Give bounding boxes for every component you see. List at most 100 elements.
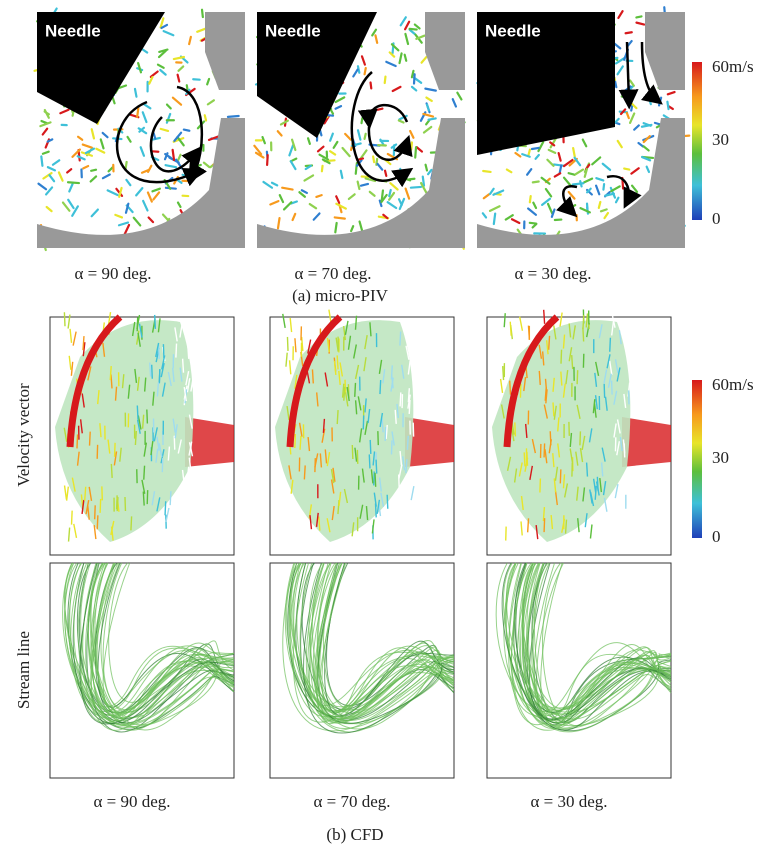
colorbar-tick-label: 0	[712, 209, 721, 228]
vector-streak	[100, 499, 101, 513]
vector-streak	[110, 366, 111, 380]
vector-streak	[95, 505, 96, 519]
velocity-vector	[410, 29, 417, 30]
vector-streak	[144, 466, 145, 480]
vector-streak	[510, 381, 511, 395]
vector-streak	[566, 520, 567, 534]
needle-label: Needle	[265, 21, 321, 40]
vector-streak	[510, 322, 511, 336]
vector-streak	[337, 410, 338, 424]
vector-streak	[544, 310, 545, 324]
velocity-vector	[371, 82, 372, 88]
vector-streak	[191, 352, 192, 366]
vector-streak	[183, 359, 184, 373]
velocity-vector	[530, 223, 536, 224]
row-label: Velocity vector	[14, 383, 33, 487]
piv-panel: Needle	[254, 12, 465, 249]
vector-streak	[300, 436, 301, 450]
cfd-vector-panel	[487, 309, 671, 555]
vector-streak	[143, 492, 144, 506]
velocity-vector	[267, 155, 268, 165]
vector-streak	[159, 369, 160, 383]
vector-streak	[376, 460, 377, 474]
vector-streak	[524, 452, 525, 466]
vector-streak	[355, 383, 356, 397]
piv-panel: Needle	[35, 9, 245, 250]
velocity-vector	[569, 173, 574, 174]
velocity-vector	[412, 71, 414, 77]
vector-streak	[304, 465, 305, 479]
colorbar-tick-label: 60m/s	[712, 375, 754, 394]
needle-label: Needle	[45, 21, 101, 40]
velocity-vector	[554, 164, 564, 165]
velocity-vector	[599, 202, 601, 208]
velocity-vector	[636, 16, 641, 17]
vector-streak	[352, 445, 353, 459]
vector-streak	[580, 431, 581, 445]
vector-streak	[369, 454, 370, 468]
vector-streak	[528, 518, 529, 532]
velocity-vector	[278, 218, 280, 228]
subfigure-caption: (b) CFD	[326, 825, 383, 844]
velocity-vector	[362, 118, 363, 123]
velocity-vector	[335, 223, 336, 232]
velocity-vector	[426, 165, 427, 171]
vector-streak	[323, 419, 324, 433]
velocity-vector	[228, 116, 239, 117]
vector-streak	[312, 369, 313, 383]
velocity-vector	[365, 68, 366, 74]
velocity-vector	[409, 179, 414, 180]
subfigure-caption: (a) micro-PIV	[292, 286, 389, 305]
vector-streak	[97, 515, 98, 529]
velocity-vector	[626, 32, 632, 33]
vector-streak	[400, 332, 401, 346]
velocity-vector	[528, 150, 529, 156]
vector-streak	[399, 475, 400, 489]
vector-streak	[111, 464, 112, 478]
vector-streak	[117, 497, 118, 511]
panel-caption: α = 30 deg.	[514, 264, 591, 283]
vector-streak	[539, 371, 540, 385]
vector-streak	[152, 365, 153, 379]
vector-streak	[147, 410, 148, 424]
vector-streak	[337, 355, 338, 369]
velocity-vector	[624, 169, 629, 170]
vector-streak	[287, 337, 288, 351]
velocity-vector	[135, 89, 136, 97]
colorbar-tick-label: 30	[712, 448, 729, 467]
velocity-vector	[573, 183, 584, 184]
row-label: Stream line	[14, 631, 33, 709]
velocity-vector	[173, 150, 174, 160]
velocity-vector	[385, 77, 386, 83]
vector-streak	[503, 366, 504, 380]
vector-streak	[572, 355, 573, 369]
vector-streak	[587, 463, 588, 477]
panel-caption: α = 30 deg.	[530, 792, 607, 811]
velocity-vector	[411, 142, 412, 149]
vector-streak	[561, 372, 562, 386]
vector-streak	[176, 344, 177, 358]
vector-streak	[623, 326, 624, 340]
vector-streak	[77, 434, 78, 448]
velocity-vector	[483, 171, 490, 172]
velocity-vector	[560, 165, 562, 173]
cfd-stream-panel	[270, 563, 454, 778]
colorbar-tick-label: 30	[712, 130, 729, 149]
vector-streak	[137, 317, 138, 331]
vector-streak	[115, 443, 116, 457]
vector-streak	[407, 436, 408, 450]
velocity-vector	[202, 10, 203, 17]
velocity-vector	[667, 102, 668, 109]
velocity-vector	[429, 118, 436, 119]
velocity-vector	[365, 134, 366, 139]
panel-caption: α = 90 deg.	[74, 264, 151, 283]
velocity-vector	[91, 170, 96, 171]
velocity-vector	[41, 156, 42, 165]
vector-streak	[64, 312, 65, 326]
velocity-vector	[68, 182, 79, 183]
vector-streak	[194, 525, 195, 539]
velocity-vector	[341, 171, 343, 178]
vector-streak	[370, 440, 371, 454]
vector-streak	[504, 313, 505, 327]
vector-streak	[515, 422, 516, 436]
